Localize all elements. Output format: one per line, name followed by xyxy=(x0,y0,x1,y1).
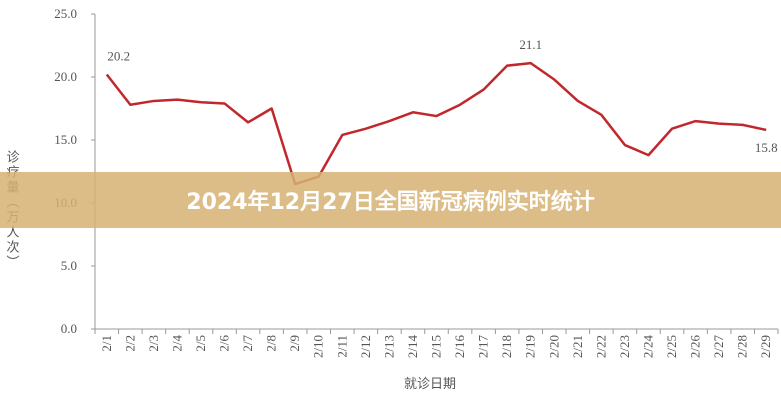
banner: 2024年12月27日全国新冠病例实时统计 xyxy=(0,172,781,228)
x-tick-label: 2/2 xyxy=(122,335,137,352)
banner-title: 2024年12月27日全国新冠病例实时统计 xyxy=(186,190,595,215)
x-tick-label: 2/24 xyxy=(640,335,655,359)
x-tick-label: 2/4 xyxy=(169,335,184,352)
x-axis-title: 就诊日期 xyxy=(404,376,456,391)
x-tick-label: 2/26 xyxy=(688,335,703,359)
x-tick-label: 2/20 xyxy=(546,335,561,358)
data-label: 15.8 xyxy=(755,140,778,155)
y-tick-label: 25.0 xyxy=(54,6,77,21)
x-tick-label: 2/5 xyxy=(193,335,208,352)
data-label: 21.1 xyxy=(519,37,542,52)
x-tick-label: 2/9 xyxy=(287,335,302,352)
x-tick-label: 2/10 xyxy=(311,335,326,358)
x-tick-label: 2/7 xyxy=(240,335,255,352)
x-tick-label: 2/8 xyxy=(264,335,279,352)
x-tick-label: 2/12 xyxy=(358,335,373,358)
x-tick-label: 2/17 xyxy=(476,335,491,359)
x-tick-label: 2/16 xyxy=(452,335,467,359)
y-tick-label: 0.0 xyxy=(61,321,77,336)
x-tick-label: 2/22 xyxy=(593,335,608,358)
x-tick-label: 2/14 xyxy=(405,335,420,359)
x-tick-label: 2/29 xyxy=(758,335,773,358)
x-tick-label: 2/27 xyxy=(711,335,726,359)
x-tick-label: 2/19 xyxy=(523,335,538,358)
data-label: 20.2 xyxy=(107,48,130,63)
y-tick-label: 20.0 xyxy=(54,69,77,84)
x-tick-label: 2/15 xyxy=(429,335,444,358)
x-tick-label: 2/1 xyxy=(99,335,114,352)
x-tick-label: 2/11 xyxy=(334,335,349,358)
y-tick-label: 15.0 xyxy=(54,132,77,147)
x-tick-label: 2/21 xyxy=(570,335,585,358)
y-tick-label: 5.0 xyxy=(61,258,77,273)
x-tick-label: 2/23 xyxy=(617,335,632,358)
line xyxy=(105,61,767,186)
x-tick-label: 2/6 xyxy=(217,335,232,352)
x-tick-label: 2/25 xyxy=(664,335,679,358)
x-tick-label: 2/18 xyxy=(499,335,514,358)
x-tick-label: 2/3 xyxy=(146,335,161,352)
x-tick-label: 2/28 xyxy=(735,335,750,358)
x-tick-label: 2/13 xyxy=(381,335,396,358)
